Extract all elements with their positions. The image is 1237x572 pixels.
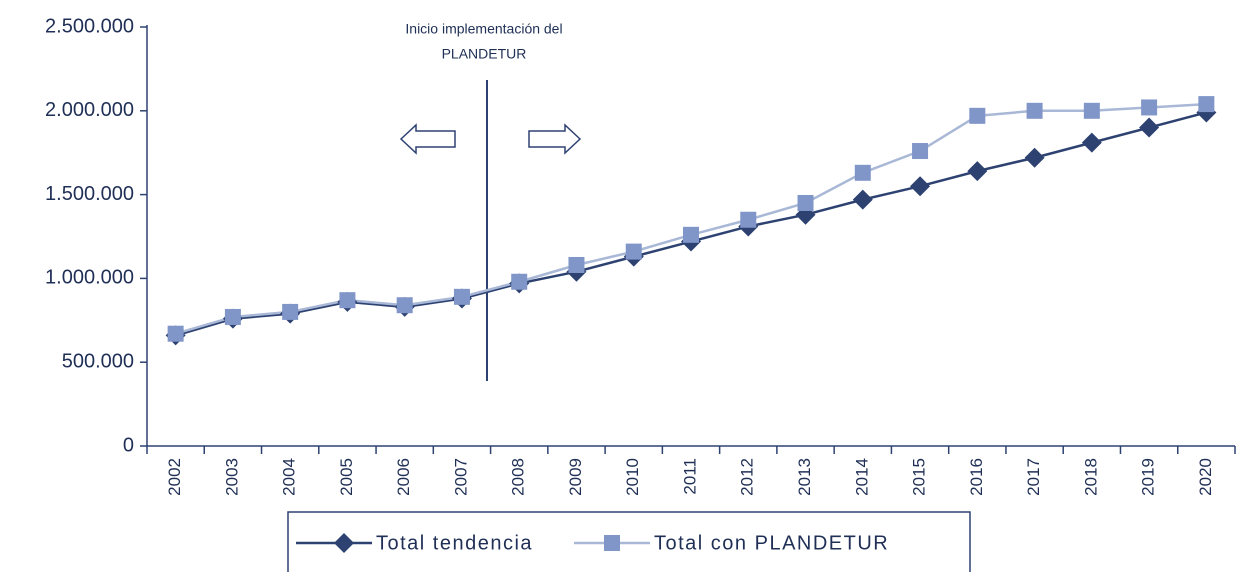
- y-tick-label: 0: [123, 434, 134, 456]
- y-tick-label: 500.000: [62, 350, 134, 372]
- data-point: [282, 303, 299, 320]
- data-point: [568, 256, 585, 273]
- data-point: [910, 176, 931, 197]
- x-tick-label: 2020: [1196, 458, 1215, 496]
- data-point: [339, 292, 356, 309]
- annotation: PLANDETUR: [442, 46, 527, 62]
- x-tick-label: 2007: [451, 458, 470, 496]
- legend-marker: [334, 533, 354, 553]
- data-point: [1198, 96, 1215, 113]
- y-tick-label: 1.000.000: [45, 267, 134, 289]
- data-point: [453, 288, 470, 305]
- x-tick-label: 2019: [1139, 458, 1158, 496]
- x-tick-label: 2015: [910, 458, 929, 496]
- data-point: [854, 164, 871, 181]
- x-tick-label: 2004: [280, 458, 299, 496]
- x-tick-label: 2003: [222, 458, 241, 496]
- x-tick-label: 2009: [566, 458, 585, 496]
- data-point: [1081, 132, 1102, 153]
- data-point: [969, 107, 986, 124]
- x-tick-label: 2006: [394, 458, 413, 496]
- data-point: [167, 325, 184, 342]
- data-point: [683, 226, 699, 243]
- x-tick-label: 2012: [738, 458, 757, 496]
- data-point: [1139, 117, 1160, 138]
- data-point: [797, 194, 814, 211]
- data-point: [740, 211, 757, 228]
- y-tick-label: 2.000.000: [45, 99, 134, 121]
- x-tick-label: 2017: [1024, 458, 1043, 496]
- x-tick-label: 2005: [337, 458, 356, 496]
- series-line: [175, 102, 1207, 335]
- data-point: [625, 243, 642, 260]
- data-point: [1026, 102, 1043, 119]
- legend-label: Total tendencia: [376, 532, 533, 554]
- right-arrow: [528, 123, 582, 155]
- data-point: [224, 308, 241, 325]
- x-tick-label: 2018: [1081, 458, 1100, 496]
- y-tick-label: 2.500.000: [45, 15, 134, 37]
- legend-label: Total con PLANDETUR: [654, 532, 889, 554]
- data-point: [852, 189, 873, 210]
- data-point: [912, 143, 929, 160]
- data-point: [1024, 147, 1045, 168]
- x-tick-label: 2010: [623, 458, 642, 496]
- x-tick-label: 2002: [165, 458, 184, 496]
- data-point: [1141, 99, 1158, 116]
- x-tick-label: 2011: [680, 458, 699, 495]
- left-arrow: [399, 123, 456, 155]
- data-point: [967, 161, 988, 182]
- data-point: [511, 273, 528, 290]
- legend-marker: [604, 535, 620, 551]
- data-point: [1083, 102, 1100, 119]
- x-tick-label: 2008: [509, 458, 528, 496]
- x-tick-label: 2014: [852, 458, 871, 496]
- series-line: [175, 111, 1207, 337]
- x-tick-label: 2016: [967, 458, 986, 496]
- x-tick-label: 2013: [795, 458, 814, 496]
- y-tick-label: 1.500.000: [45, 183, 134, 205]
- annotation: Inicio implementación del: [405, 21, 562, 37]
- data-point: [396, 297, 413, 314]
